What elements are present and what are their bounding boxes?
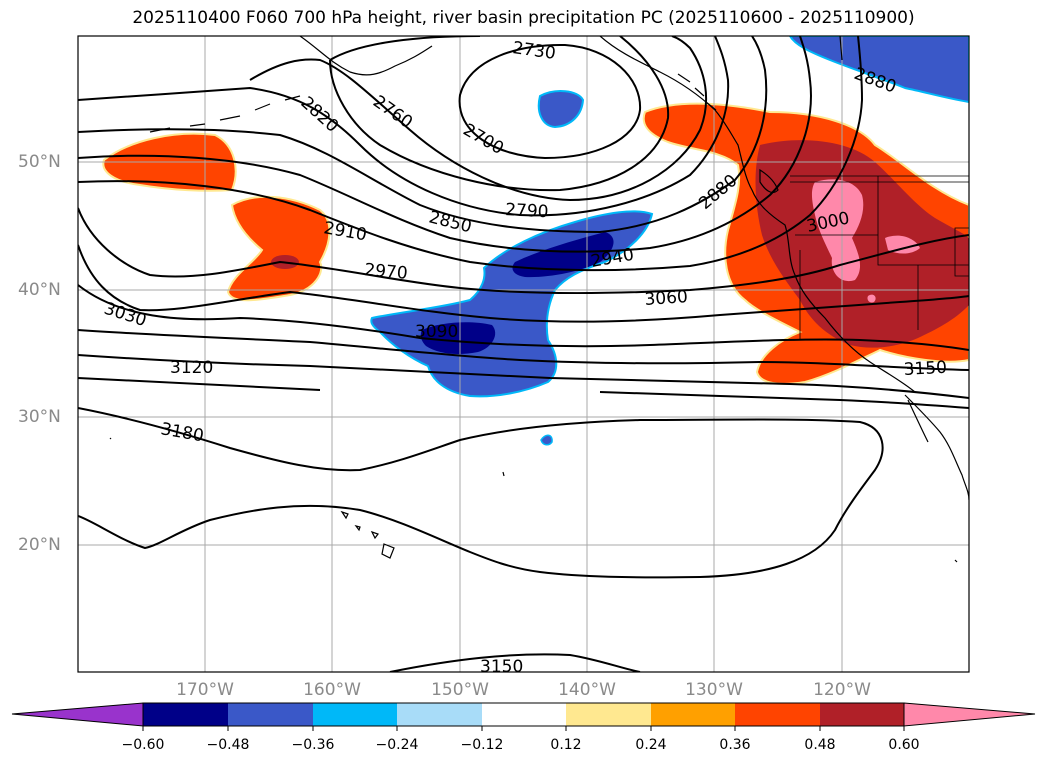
colorbar-outline [142, 702, 905, 727]
colorbar-tick-label: 0.12 [550, 737, 582, 753]
contour-label: 3030 [101, 299, 148, 331]
lon-label: 140°W [558, 680, 616, 700]
lat-label: 30°N [18, 407, 61, 427]
map-area: 2730 2760 2820 2700 2880 2790 2850 2880 … [78, 36, 969, 677]
map-frame [77, 35, 970, 673]
lon-label: 170°W [176, 680, 234, 700]
colorbar-extend-right [903, 702, 1036, 727]
colorbar [11, 702, 1036, 731]
colorbar-tick-label: 0.36 [719, 737, 751, 753]
map-title: 2025110400 F060 700 hPa height, river ba… [132, 8, 915, 28]
contour-label: 3150 [480, 657, 523, 677]
state-borders [790, 175, 969, 340]
contour-label: 2730 [511, 38, 557, 64]
contour-label: 2790 [505, 200, 549, 222]
contour-label: 2760 [369, 92, 416, 133]
colorbar-bin [735, 703, 820, 726]
colorbar-bin [228, 703, 313, 726]
colorbar-tick-label: 0.48 [804, 737, 836, 753]
colorbar-tick-label: 0.24 [635, 737, 667, 753]
contour-label: 2700 [460, 120, 507, 159]
precip-negative-central-pacific [370, 210, 654, 398]
contour-label: 3060 [644, 287, 689, 310]
contour-label: 3090 [415, 322, 458, 342]
lat-label: 40°N [18, 280, 61, 300]
lon-label: 160°W [303, 680, 361, 700]
colorbar-ticks [142, 726, 905, 731]
height-contours [78, 36, 969, 672]
lon-label: 130°W [685, 680, 743, 700]
colorbar-tick-label: −0.60 [121, 737, 165, 753]
lat-label: 50°N [18, 152, 61, 172]
colorbar-extend-left [11, 702, 144, 727]
contour-label: 3180 [159, 419, 205, 446]
colorbar-tick-label: −0.36 [291, 737, 335, 753]
graticule [78, 36, 969, 672]
contour-label: 3150 [903, 358, 947, 380]
lat-label: 20°N [18, 535, 61, 555]
precip-negative-small-patches [537, 36, 969, 446]
contour-label: 2820 [297, 93, 343, 137]
colorbar-bin [566, 703, 651, 726]
lon-label: 150°W [431, 680, 489, 700]
contour-label: 2970 [364, 260, 409, 284]
contour-label: 3120 [170, 358, 213, 378]
colorbar-bin [397, 703, 482, 726]
colorbar-bin [820, 703, 904, 726]
colorbar-bin [482, 703, 566, 726]
colorbar-bin [651, 703, 735, 726]
colorbar-tick-label: −0.24 [375, 737, 419, 753]
colorbar-tick-label: 0.60 [888, 737, 920, 753]
colorbar-bin [313, 703, 397, 726]
lon-label: 120°W [813, 680, 871, 700]
colorbar-tick-label: −0.48 [206, 737, 250, 753]
precip-positive-west-coast [642, 102, 969, 385]
colorbar-bin [143, 703, 228, 726]
colorbar-tick-label: −0.12 [460, 737, 504, 753]
